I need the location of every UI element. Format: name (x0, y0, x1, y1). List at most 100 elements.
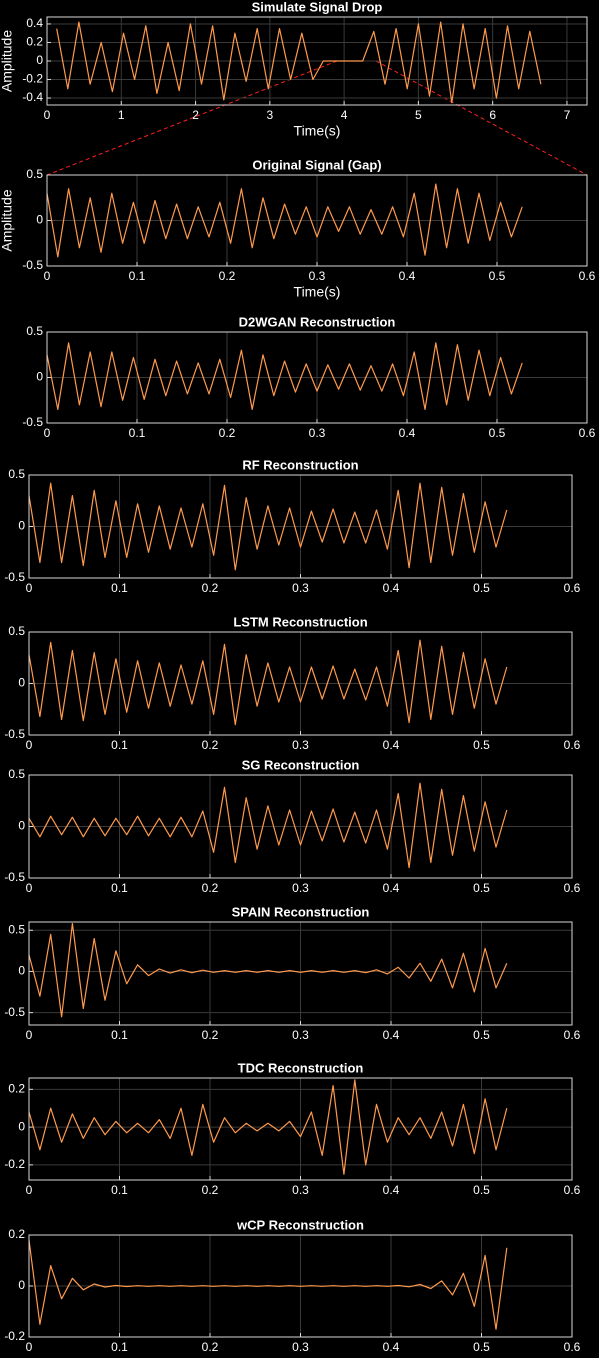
y-tick-label: -0.5 (4, 1005, 25, 1019)
signal-line (28, 923, 508, 1018)
y-tick-label: -0.2 (22, 72, 43, 86)
chart-title: LSTM Reconstruction (233, 614, 367, 629)
x-tick-label: 0.3 (292, 581, 309, 595)
x-tick-label: 0.3 (309, 426, 326, 440)
x-tick-label: 0.2 (202, 1028, 219, 1042)
y-tick-label: 0 (18, 519, 25, 533)
x-tick-label: 0.5 (473, 581, 490, 595)
y-tick-label: 0 (18, 964, 25, 978)
signal-line (28, 1079, 508, 1175)
x-tick-label: 0.3 (292, 1183, 309, 1197)
x-tick-label: 0.4 (383, 738, 400, 752)
signal-line (56, 21, 542, 104)
x-tick-label: 6 (489, 108, 496, 122)
x-axis-label: Time(s) (294, 284, 341, 300)
x-tick-label: 0.4 (399, 269, 416, 283)
x-tick-label: 0.2 (202, 738, 219, 752)
signal-line (28, 782, 508, 869)
x-tick-label: 0.6 (579, 269, 596, 283)
signal-line (28, 482, 508, 571)
signal-line (28, 1240, 508, 1330)
y-tick-label: 0 (18, 819, 25, 833)
x-tick-label: 0.5 (473, 738, 490, 752)
x-tick-label: 0.2 (202, 1183, 219, 1197)
x-tick-label: 0.5 (473, 881, 490, 895)
x-tick-label: 0 (26, 1183, 33, 1197)
x-tick-label: 0.1 (111, 581, 128, 595)
signal-line (46, 342, 523, 410)
x-tick-label: 0.2 (219, 269, 236, 283)
y-tick-label: -0.4 (22, 90, 43, 104)
x-tick-label: 0.4 (383, 881, 400, 895)
y-tick-label: 0 (36, 53, 43, 67)
axes-frame (28, 774, 573, 879)
x-tick-label: 0.6 (579, 426, 596, 440)
y-tick-label: 0 (18, 676, 25, 690)
chart-title: SPAIN Reconstruction (232, 904, 370, 919)
x-tick-label: 0.3 (292, 881, 309, 895)
x-tick-label: 0.3 (309, 269, 326, 283)
y-tick-label: -0.2 (4, 1329, 25, 1343)
x-tick-label: 0.4 (383, 1340, 400, 1354)
x-tick-label: 5 (415, 108, 422, 122)
x-tick-label: 0.1 (111, 881, 128, 895)
axes-frame (28, 1234, 573, 1338)
axes-frame (46, 16, 588, 106)
x-tick-label: 2 (192, 108, 199, 122)
zoom-line (375, 60, 588, 176)
y-tick-label: 0.4 (26, 16, 43, 30)
y-tick-label: 0 (36, 213, 43, 227)
x-tick-label: 0.6 (564, 581, 581, 595)
y-tick-label: 0.5 (8, 767, 25, 781)
x-tick-label: 7 (564, 108, 571, 122)
y-tick-label: 0.5 (8, 467, 25, 481)
y-tick-label: -0.5 (22, 258, 43, 272)
chart-title: wCP Reconstruction (236, 1217, 364, 1232)
x-tick-label: 0 (26, 738, 33, 752)
y-tick-label: 0.2 (8, 1227, 25, 1241)
x-tick-label: 0.2 (219, 426, 236, 440)
chart-title: Simulate Signal Drop (252, 0, 383, 14)
axes-frame (28, 1077, 573, 1181)
y-tick-label: 0 (18, 1119, 25, 1133)
x-tick-label: 0.2 (202, 1340, 219, 1354)
x-tick-label: 0.6 (564, 1183, 581, 1197)
chart-title: SG Reconstruction (242, 757, 360, 772)
axes-frame (28, 631, 573, 736)
y-tick-label: 0.5 (26, 324, 43, 338)
x-tick-label: 0.1 (129, 269, 146, 283)
x-tick-label: 0 (26, 1028, 33, 1042)
x-tick-label: 0.1 (129, 426, 146, 440)
x-tick-label: 0.1 (111, 1183, 128, 1197)
x-tick-label: 0.2 (202, 581, 219, 595)
y-tick-label: -0.5 (4, 570, 25, 584)
signal-line (28, 639, 508, 726)
y-tick-label: 0.2 (26, 35, 43, 49)
y-tick-label: 0 (18, 1278, 25, 1292)
y-tick-label: -0.5 (4, 870, 25, 884)
x-tick-label: 0.4 (383, 1028, 400, 1042)
x-tick-label: 0.6 (564, 1028, 581, 1042)
x-tick-label: 0.4 (399, 426, 416, 440)
y-tick-label: 0.5 (8, 922, 25, 936)
x-tick-label: 0.5 (473, 1028, 490, 1042)
x-tick-label: 0.3 (292, 738, 309, 752)
y-tick-label: 0.5 (8, 624, 25, 638)
x-tick-label: 0.2 (202, 881, 219, 895)
x-axis-label: Time(s) (294, 123, 341, 139)
x-tick-label: 0 (26, 1340, 33, 1354)
x-tick-label: 0.1 (111, 1028, 128, 1042)
x-tick-label: 0 (26, 581, 33, 595)
x-tick-label: 0.5 (489, 269, 506, 283)
x-tick-label: 0.4 (383, 1183, 400, 1197)
signal-line (46, 183, 523, 258)
x-tick-label: 0 (44, 426, 51, 440)
x-tick-label: 0.6 (564, 738, 581, 752)
x-tick-label: 1 (118, 108, 125, 122)
x-tick-label: 0.3 (292, 1028, 309, 1042)
x-tick-label: 0.5 (489, 426, 506, 440)
x-tick-label: 0.5 (473, 1183, 490, 1197)
x-tick-label: 0.3 (292, 1340, 309, 1354)
chart-title: RF Reconstruction (242, 457, 358, 472)
